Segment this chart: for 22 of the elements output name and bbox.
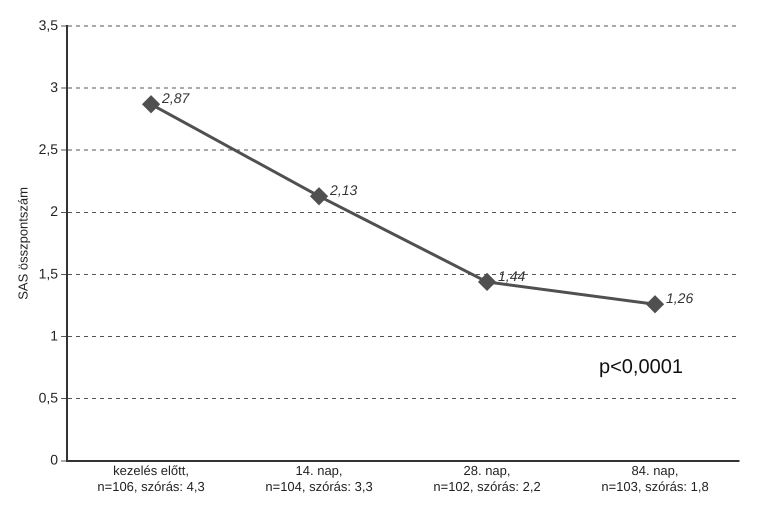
point: [646, 296, 664, 313]
y-tick-label: 1: [50, 327, 58, 344]
x-tick-label: 84. nap, n=103, szórás: 1,8: [601, 463, 709, 494]
y-tick-label: 0: [50, 452, 58, 468]
y-tick-label: 3: [50, 78, 58, 95]
data-label: 2,13: [329, 182, 358, 198]
point: [478, 273, 496, 290]
y-axis-title: SAS összpontszám: [15, 187, 30, 300]
x-tick-label: 28. nap, n=102, szórás: 2,2: [433, 463, 541, 494]
y-tick-label: 1,5: [38, 265, 58, 282]
y-tick-label: 0,5: [38, 390, 58, 406]
point: [310, 188, 328, 205]
x-tick-label: kezelés előtt, n=106, szórás: 4,3: [97, 463, 205, 494]
data-label: 1,26: [666, 290, 694, 306]
y-tick-label: 2,5: [38, 141, 58, 158]
data-label: 2,87: [161, 90, 191, 106]
y-tick-label: 2: [50, 203, 58, 220]
data-label: 1,44: [498, 268, 526, 284]
x-tick-label: 14. nap, n=104, szórás: 3,3: [265, 463, 373, 494]
annotation: p<0,0001: [599, 356, 683, 378]
point: [142, 96, 160, 113]
y-tick-label: 3,5: [38, 16, 58, 33]
